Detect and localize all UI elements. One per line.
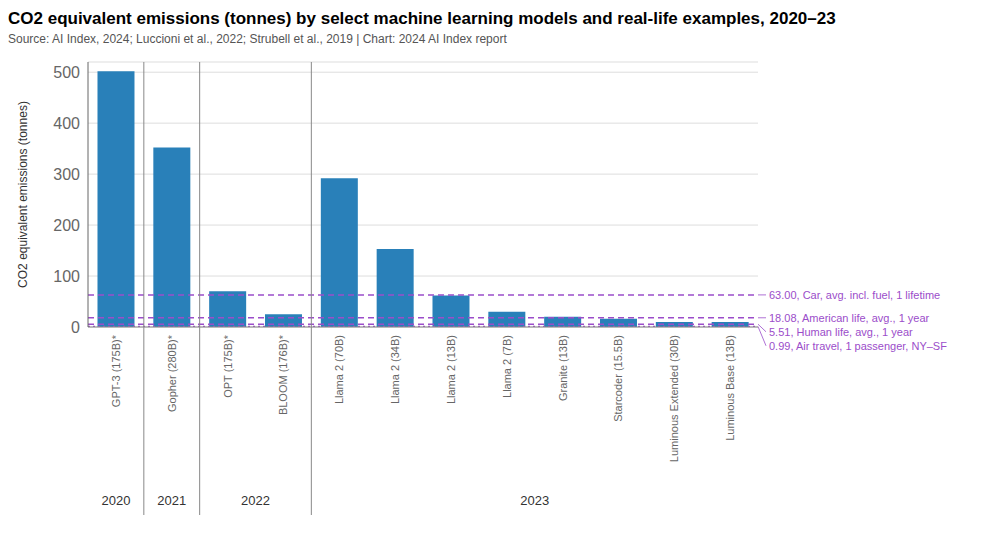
svg-text:Llama 2 (70B): Llama 2 (70B): [333, 335, 345, 404]
svg-text:Llama 2 (34B): Llama 2 (34B): [389, 335, 401, 404]
svg-text:2022: 2022: [241, 493, 270, 508]
svg-text:GPT-3 (175B)*: GPT-3 (175B)*: [110, 334, 122, 407]
svg-text:18.08, American life, avg., 1: 18.08, American life, avg., 1 year: [769, 312, 930, 324]
svg-text:63.00, Car, avg. incl. fuel, 1: 63.00, Car, avg. incl. fuel, 1 lifetime: [769, 289, 940, 301]
svg-text:Luminous Base (13B): Luminous Base (13B): [724, 335, 736, 441]
svg-text:500: 500: [53, 64, 80, 81]
svg-text:400: 400: [53, 115, 80, 132]
svg-text:OPT (175B)*: OPT (175B)*: [222, 334, 234, 397]
svg-text:Starcoder (15.5B): Starcoder (15.5B): [612, 335, 624, 422]
svg-text:Gopher (280B)*: Gopher (280B)*: [166, 334, 178, 412]
svg-text:Llama 2 (13B): Llama 2 (13B): [445, 335, 457, 404]
svg-text:200: 200: [53, 217, 80, 234]
html-text:CO2 equivalent emissions (tonn: CO2 equivalent emissions (tonnes) by sel…: [8, 9, 836, 28]
svg-text:2020: 2020: [101, 493, 130, 508]
svg-text:Granite (13B): Granite (13B): [557, 335, 569, 401]
svg-text:BLOOM (176B)*: BLOOM (176B)*: [277, 334, 289, 415]
svg-text:100: 100: [53, 268, 80, 285]
svg-text:Luminous Extended (30B): Luminous Extended (30B): [668, 335, 680, 462]
svg-text:2021: 2021: [157, 493, 186, 508]
svg-text:CO2 equivalent emissions (tonn: CO2 equivalent emissions (tonnes): [16, 101, 30, 288]
svg-text:300: 300: [53, 166, 80, 183]
svg-text:Llama 2 (7B): Llama 2 (7B): [501, 335, 513, 398]
svg-text:5.51, Human life, avg., 1 year: 5.51, Human life, avg., 1 year: [769, 326, 913, 338]
html-text:Source: AI Index, 2024; Luccio: Source: AI Index, 2024; Luccioni et al.,…: [8, 32, 507, 46]
svg-text:0: 0: [71, 319, 80, 336]
svg-text:2023: 2023: [520, 493, 549, 508]
svg-text:0.99, Air travel, 1 passenger,: 0.99, Air travel, 1 passenger, NY–SF: [769, 340, 947, 352]
